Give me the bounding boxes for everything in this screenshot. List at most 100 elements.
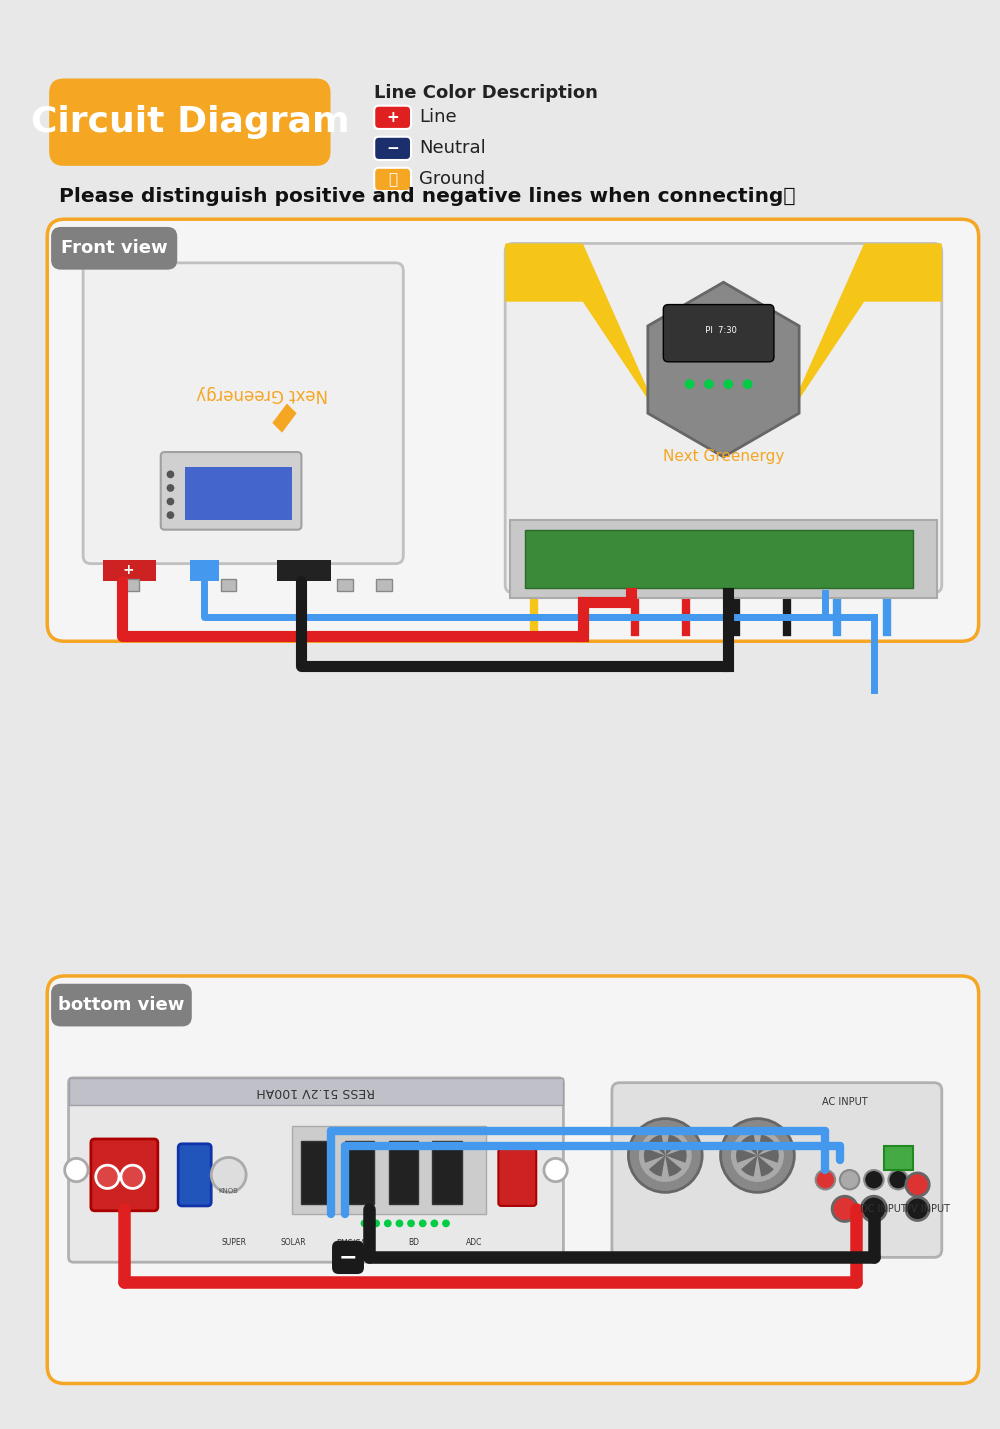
Circle shape xyxy=(749,404,756,413)
Circle shape xyxy=(840,1170,859,1189)
Polygon shape xyxy=(648,283,799,457)
Circle shape xyxy=(167,512,174,519)
Text: +: + xyxy=(386,110,399,124)
Text: ADC: ADC xyxy=(466,1239,482,1248)
Circle shape xyxy=(690,404,698,413)
Circle shape xyxy=(832,1196,857,1222)
Text: KNOB: KNOB xyxy=(219,1189,239,1195)
Text: Ground: Ground xyxy=(419,170,485,189)
Bar xyxy=(292,1126,486,1213)
Circle shape xyxy=(167,470,174,479)
Circle shape xyxy=(710,404,718,413)
Circle shape xyxy=(861,1196,886,1222)
Circle shape xyxy=(442,1219,450,1228)
Text: BD: BD xyxy=(408,1239,419,1248)
Circle shape xyxy=(167,484,174,492)
Circle shape xyxy=(685,379,694,389)
Bar xyxy=(389,1140,418,1205)
Polygon shape xyxy=(787,243,942,419)
Circle shape xyxy=(906,1173,929,1196)
FancyBboxPatch shape xyxy=(47,219,979,642)
Text: RESS 51.2V 100AH: RESS 51.2V 100AH xyxy=(257,1085,375,1097)
Bar xyxy=(525,530,913,587)
Circle shape xyxy=(729,404,737,413)
Wedge shape xyxy=(741,1135,757,1156)
Text: Line Color Description: Line Color Description xyxy=(374,84,598,101)
Bar xyxy=(337,579,353,590)
Wedge shape xyxy=(644,1147,665,1163)
Circle shape xyxy=(721,1119,794,1192)
FancyBboxPatch shape xyxy=(51,983,192,1026)
Bar xyxy=(221,579,236,590)
FancyBboxPatch shape xyxy=(161,452,301,530)
Text: Next Greenergy: Next Greenergy xyxy=(197,384,328,403)
Text: ⏚: ⏚ xyxy=(388,171,397,187)
Polygon shape xyxy=(272,403,297,433)
FancyBboxPatch shape xyxy=(505,243,942,593)
FancyBboxPatch shape xyxy=(69,1077,563,1262)
FancyBboxPatch shape xyxy=(374,167,411,191)
Circle shape xyxy=(419,1219,427,1228)
Circle shape xyxy=(906,1198,929,1220)
Text: Next Greenergy: Next Greenergy xyxy=(663,449,784,464)
Bar xyxy=(124,579,139,590)
Circle shape xyxy=(121,1165,144,1189)
Bar xyxy=(301,1140,331,1205)
Text: +: + xyxy=(117,1212,131,1230)
Circle shape xyxy=(743,379,753,389)
Bar xyxy=(190,560,219,582)
Circle shape xyxy=(361,1219,368,1228)
Circle shape xyxy=(628,1119,702,1192)
Wedge shape xyxy=(741,1156,757,1176)
Bar xyxy=(277,560,331,582)
Bar xyxy=(376,579,392,590)
FancyBboxPatch shape xyxy=(498,1149,536,1206)
Circle shape xyxy=(430,1219,438,1228)
FancyBboxPatch shape xyxy=(51,227,177,270)
FancyBboxPatch shape xyxy=(49,79,331,166)
Wedge shape xyxy=(757,1156,774,1176)
Text: BMS/CAN: BMS/CAN xyxy=(336,1239,372,1248)
Circle shape xyxy=(167,497,174,506)
FancyBboxPatch shape xyxy=(374,137,411,160)
Text: AC INPUT: AC INPUT xyxy=(822,1097,868,1107)
FancyBboxPatch shape xyxy=(663,304,774,362)
Bar xyxy=(185,467,292,520)
Circle shape xyxy=(816,1170,835,1189)
Text: DC INPUT: DC INPUT xyxy=(860,1203,907,1213)
Circle shape xyxy=(544,1159,567,1182)
Circle shape xyxy=(864,1170,884,1189)
Circle shape xyxy=(211,1157,246,1192)
FancyBboxPatch shape xyxy=(47,976,979,1383)
Text: −: − xyxy=(386,141,399,156)
Circle shape xyxy=(396,1219,403,1228)
Circle shape xyxy=(96,1165,119,1189)
Circle shape xyxy=(888,1170,908,1189)
Circle shape xyxy=(704,379,714,389)
Circle shape xyxy=(407,1219,415,1228)
Bar xyxy=(345,1140,374,1205)
Text: Circuit Diagram: Circuit Diagram xyxy=(31,106,349,139)
Text: +: + xyxy=(123,563,135,577)
Text: PV INPUT: PV INPUT xyxy=(905,1203,950,1213)
Wedge shape xyxy=(665,1156,682,1176)
Circle shape xyxy=(730,1129,785,1183)
Wedge shape xyxy=(649,1135,665,1156)
Text: SOLAR: SOLAR xyxy=(281,1239,306,1248)
Text: Please distinguish positive and negative lines when connecting！: Please distinguish positive and negative… xyxy=(59,187,795,206)
Wedge shape xyxy=(665,1147,687,1163)
FancyBboxPatch shape xyxy=(612,1083,942,1258)
FancyBboxPatch shape xyxy=(83,263,403,563)
Polygon shape xyxy=(505,243,660,419)
Text: Line: Line xyxy=(419,109,456,126)
Text: −: − xyxy=(339,1248,357,1268)
Circle shape xyxy=(384,1219,392,1228)
Wedge shape xyxy=(736,1147,757,1163)
Text: Neutral: Neutral xyxy=(419,140,486,157)
Text: PI  7:30: PI 7:30 xyxy=(700,326,737,336)
Bar xyxy=(69,1077,563,1105)
FancyBboxPatch shape xyxy=(178,1143,211,1206)
Circle shape xyxy=(372,1219,380,1228)
FancyBboxPatch shape xyxy=(374,106,411,129)
Wedge shape xyxy=(757,1135,774,1156)
